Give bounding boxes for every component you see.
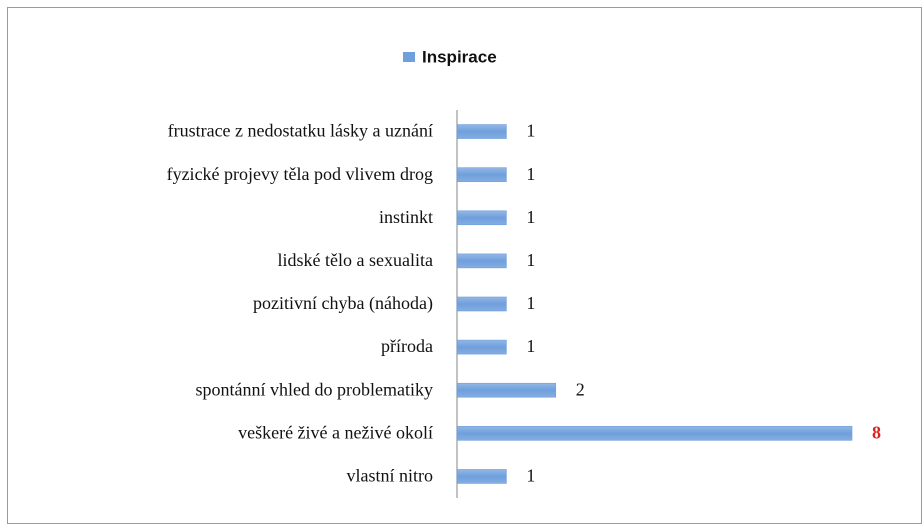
value-label: 2	[576, 379, 585, 399]
value-label: 1	[526, 207, 535, 227]
y-tick-label: příroda	[381, 336, 433, 356]
legend-label: Inspirace	[422, 47, 497, 66]
y-tick-label: pozitivní chyba (náhoda)	[253, 293, 433, 314]
value-label: 1	[526, 121, 535, 141]
y-tick-label: vlastní nitro	[347, 466, 434, 486]
bar	[456, 339, 507, 355]
value-label: 1	[526, 293, 535, 313]
bar	[456, 253, 507, 269]
value-label: 1	[526, 466, 535, 486]
y-tick-label: spontánní vhled do problematiky	[196, 379, 433, 399]
bar	[456, 210, 507, 226]
y-tick-label: instinkt	[379, 207, 433, 227]
value-label: 1	[526, 250, 535, 270]
bar	[456, 469, 507, 484]
bar	[456, 382, 557, 398]
value-label: 1	[526, 336, 535, 356]
value-label: 1	[526, 164, 535, 184]
y-tick-label: lidské tělo a sexualita	[278, 250, 433, 270]
bar	[456, 167, 507, 182]
bar	[456, 124, 507, 139]
legend-swatch	[403, 52, 415, 62]
bar	[456, 426, 853, 441]
value-label: 8	[872, 422, 881, 442]
y-tick-label: fyzické projevy těla pod vlivem drog	[167, 164, 433, 184]
y-tick-label: veškeré živé a neživé okolí	[238, 422, 433, 442]
bar	[456, 296, 507, 312]
y-tick-label: frustrace z nedostatku lásky a uznání	[168, 121, 433, 141]
